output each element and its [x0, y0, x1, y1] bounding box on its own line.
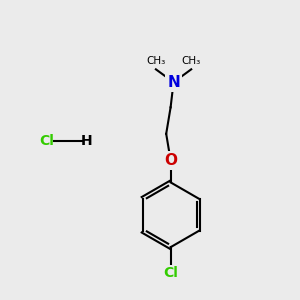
Text: H: H	[81, 134, 92, 148]
Text: O: O	[164, 153, 177, 168]
Text: CH₃: CH₃	[182, 56, 201, 66]
Text: CH₃: CH₃	[146, 56, 166, 66]
Text: Cl: Cl	[40, 134, 54, 148]
Text: N: N	[167, 75, 180, 90]
Text: Cl: Cl	[163, 266, 178, 280]
